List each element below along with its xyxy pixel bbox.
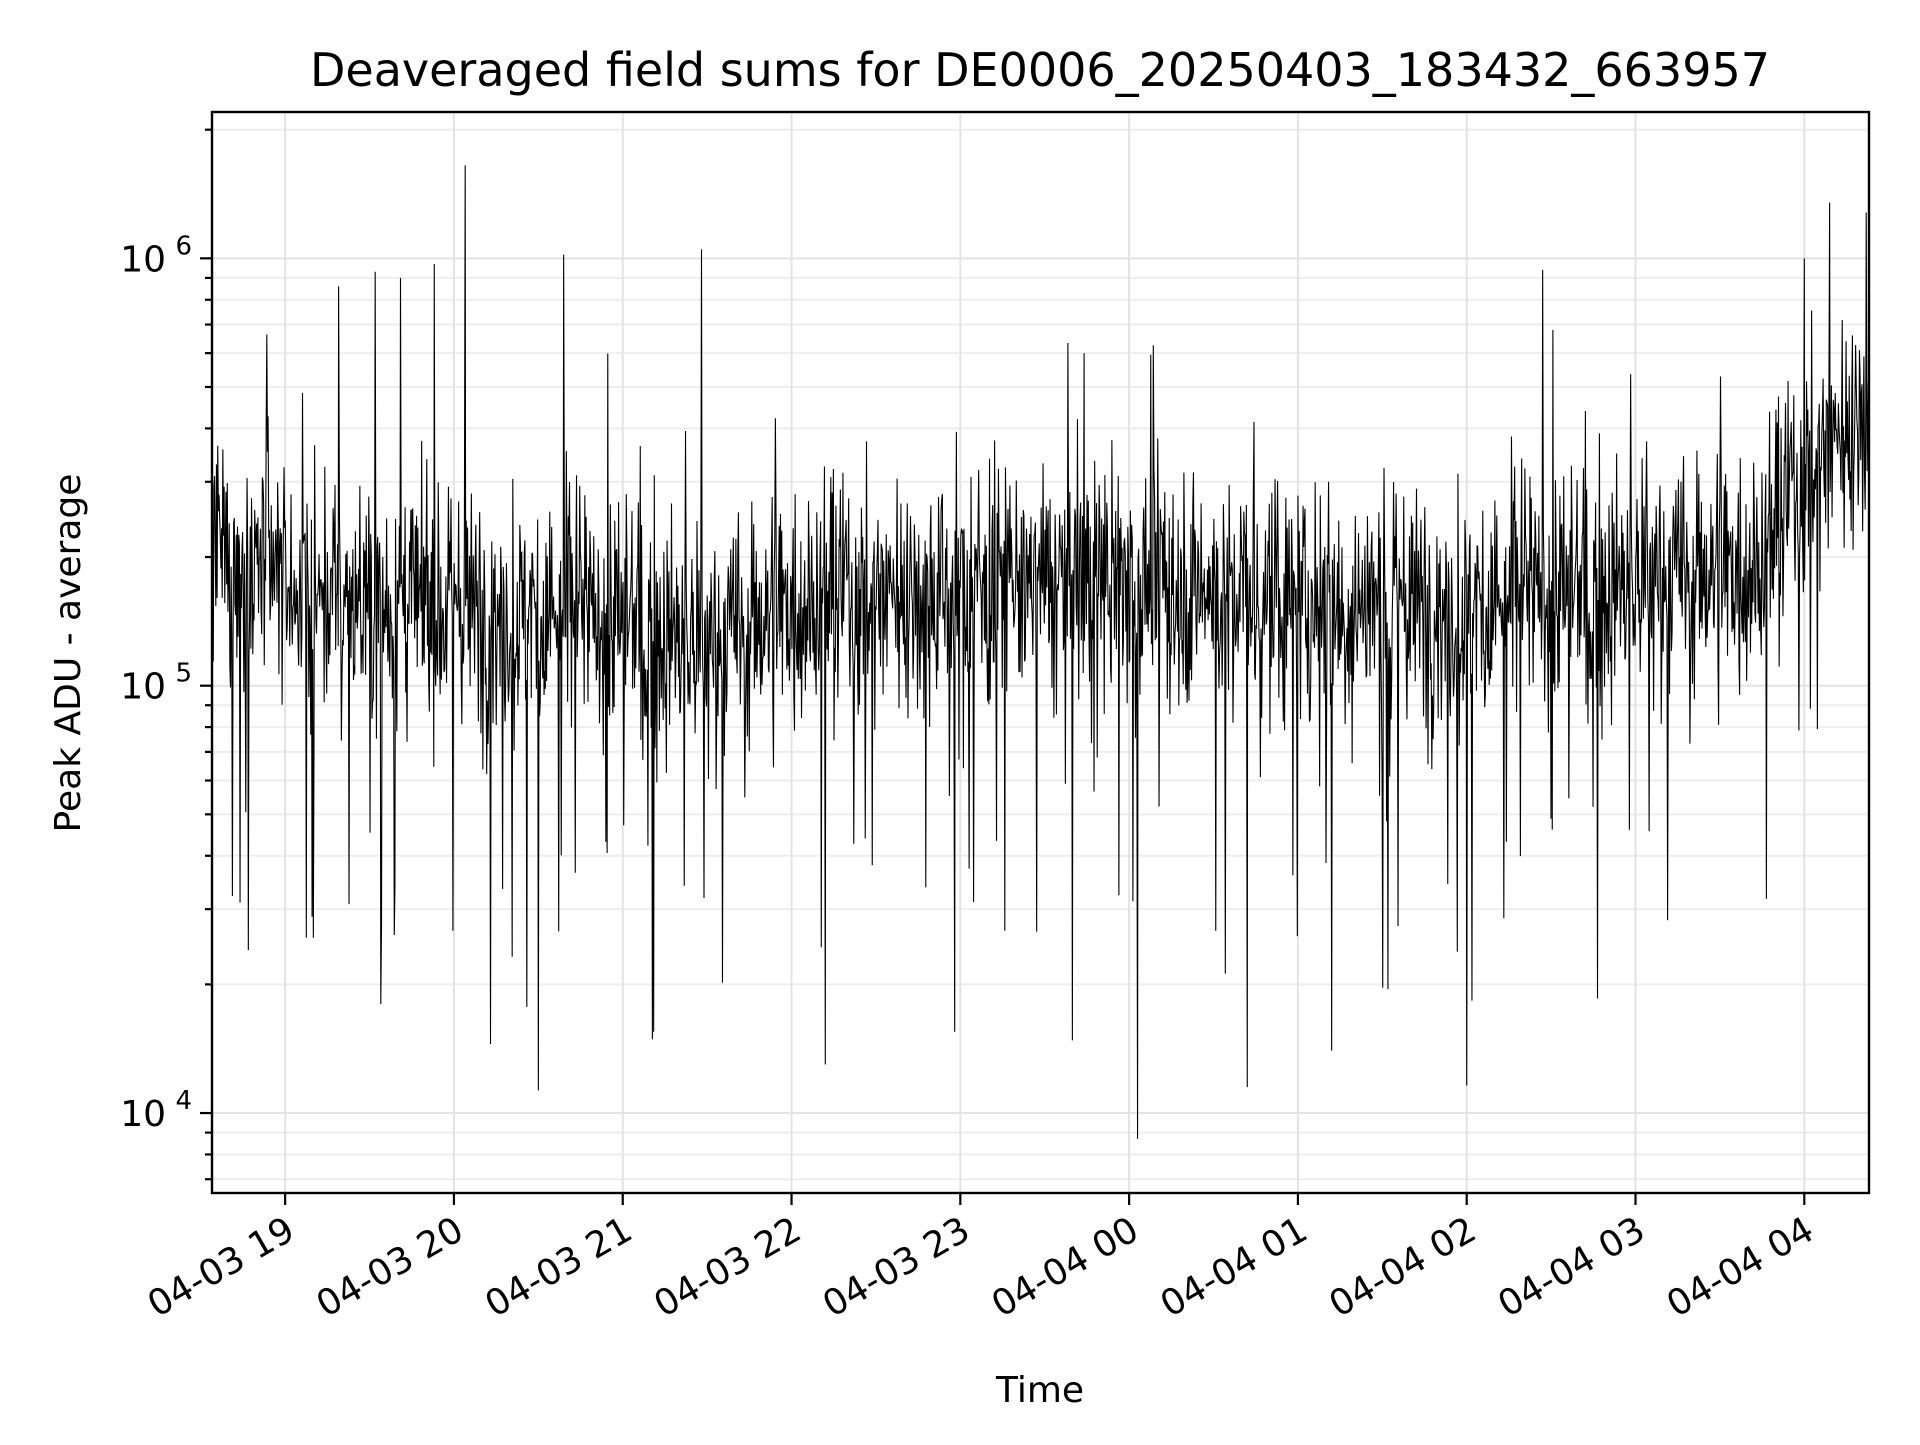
y-tick-exponent: 4	[175, 1086, 192, 1116]
chart-title: Deaveraged field sums for DE0006_2025040…	[310, 43, 1770, 97]
plot-frame	[210, 110, 1871, 1195]
plot-area	[212, 165, 1869, 1139]
y-tick-label: 10	[120, 667, 166, 708]
series-line	[212, 165, 1869, 1139]
y-axis-label: Peak ADU - average	[48, 474, 89, 833]
y-tick-exponent: 5	[175, 659, 192, 689]
x-axis-label: Time	[995, 1370, 1084, 1411]
y-tick-exponent: 6	[175, 231, 192, 261]
y-axis: 10 4 10 5 10 6	[120, 128, 212, 1181]
y-tick-label: 10	[120, 239, 166, 280]
y-tick-label: 10	[120, 1094, 166, 1135]
